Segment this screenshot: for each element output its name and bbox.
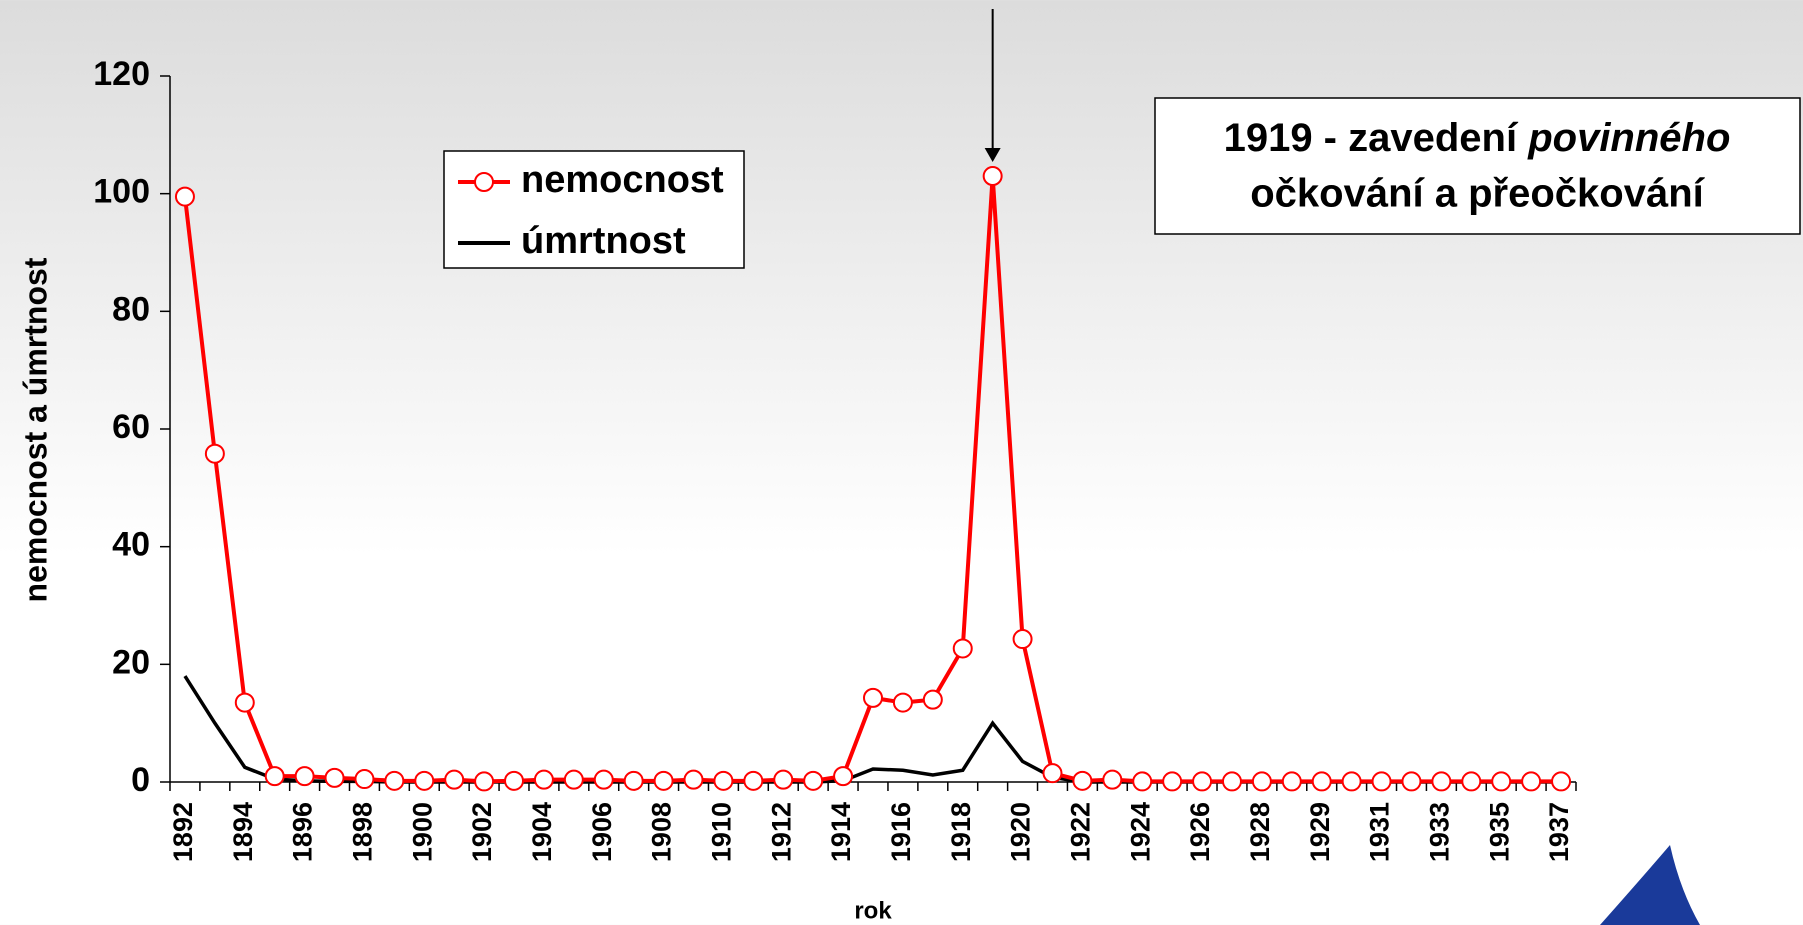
marker bbox=[354, 769, 375, 790]
marker bbox=[174, 186, 195, 207]
x-tick-label: 1931 bbox=[1365, 802, 1395, 862]
y-tick-label: 0 bbox=[131, 761, 150, 799]
marker bbox=[1341, 771, 1362, 792]
x-tick-label: 1910 bbox=[707, 802, 737, 862]
x-tick-label: 1922 bbox=[1066, 802, 1096, 862]
marker bbox=[444, 769, 465, 790]
x-tick-label: 1904 bbox=[527, 802, 557, 862]
marker bbox=[863, 687, 883, 708]
x-tick-label: 1912 bbox=[766, 802, 796, 862]
marker bbox=[324, 767, 345, 788]
marker bbox=[743, 770, 764, 791]
marker bbox=[474, 771, 495, 792]
y-tick-label: 120 bbox=[93, 55, 150, 93]
marker bbox=[414, 770, 435, 791]
arrow-head bbox=[984, 148, 1001, 163]
marker bbox=[593, 769, 614, 790]
x-tick-label: 1918 bbox=[946, 802, 976, 862]
marker bbox=[833, 766, 854, 787]
x-tick-label: 1924 bbox=[1125, 802, 1155, 862]
marker bbox=[533, 769, 554, 790]
x-tick-label: 1937 bbox=[1544, 802, 1574, 862]
x-tick-label: 1908 bbox=[647, 802, 677, 862]
x-tick-label: 1906 bbox=[587, 802, 617, 862]
annotation-italic: povinného bbox=[1527, 116, 1730, 160]
annotation-box bbox=[1154, 97, 1801, 235]
marker bbox=[384, 770, 405, 791]
x-tick-label: 1928 bbox=[1245, 802, 1275, 862]
x-tick-label: 1896 bbox=[288, 802, 318, 862]
x-tick-label: 1920 bbox=[1006, 802, 1036, 862]
marker bbox=[1221, 771, 1242, 792]
marker bbox=[1012, 629, 1033, 650]
marker bbox=[1461, 771, 1482, 792]
marker bbox=[653, 770, 674, 791]
marker bbox=[234, 692, 255, 713]
marker bbox=[1102, 769, 1123, 790]
x-tick-label: 1898 bbox=[348, 802, 378, 862]
marker bbox=[1371, 771, 1392, 792]
legend-marker bbox=[474, 172, 494, 192]
x-tick-label: 1935 bbox=[1484, 802, 1514, 862]
annotation-text: 1919 - zavedení bbox=[1224, 116, 1519, 160]
x-tick-label: 1926 bbox=[1185, 802, 1215, 862]
marker bbox=[1401, 771, 1422, 792]
legend-box bbox=[443, 150, 745, 269]
marker bbox=[892, 692, 913, 713]
marker bbox=[1311, 771, 1332, 792]
y-tick-label: 20 bbox=[112, 643, 150, 681]
y-tick-label: 60 bbox=[112, 408, 150, 446]
marker bbox=[264, 766, 285, 787]
x-axis-label: rok bbox=[854, 897, 892, 924]
marker bbox=[1431, 771, 1452, 792]
annotation: 1919 - zavedení povinného bbox=[1224, 116, 1731, 160]
marker bbox=[1072, 770, 1093, 791]
marker bbox=[623, 770, 644, 791]
x-tick-label: 1892 bbox=[168, 802, 198, 862]
x-tick-label: 1894 bbox=[228, 802, 258, 862]
marker bbox=[1521, 771, 1542, 792]
marker bbox=[952, 638, 973, 659]
marker bbox=[204, 443, 225, 464]
marker bbox=[563, 769, 584, 790]
marker bbox=[922, 689, 943, 710]
marker bbox=[1162, 771, 1183, 792]
marker bbox=[773, 769, 794, 790]
x-tick-label: 1916 bbox=[886, 802, 916, 862]
logo bbox=[1600, 845, 1700, 925]
logo-shape bbox=[1600, 845, 1700, 925]
marker bbox=[504, 770, 525, 791]
marker bbox=[683, 769, 704, 790]
x-tick-label: 1933 bbox=[1425, 802, 1455, 862]
marker bbox=[982, 166, 1003, 187]
marker bbox=[1551, 771, 1572, 792]
x-tick-label: 1902 bbox=[467, 802, 497, 862]
marker bbox=[1132, 771, 1153, 792]
legend-label: úmrtnost bbox=[521, 220, 686, 262]
y-tick-label: 40 bbox=[112, 526, 150, 564]
y-axis-label: nemocnost a úmrtnost bbox=[17, 257, 53, 602]
marker bbox=[294, 766, 315, 787]
marker bbox=[1251, 771, 1272, 792]
marker bbox=[1281, 771, 1302, 792]
x-tick-label: 1914 bbox=[826, 802, 856, 862]
y-tick-label: 80 bbox=[112, 290, 150, 328]
legend-label: nemocnost bbox=[521, 159, 724, 201]
marker bbox=[1192, 771, 1213, 792]
annotation-text: očkování a přeočkování bbox=[1250, 172, 1705, 216]
x-tick-label: 1900 bbox=[407, 802, 437, 862]
marker bbox=[1042, 763, 1063, 784]
y-tick-label: 100 bbox=[93, 173, 150, 211]
x-tick-label: 1929 bbox=[1305, 802, 1335, 862]
marker bbox=[1491, 771, 1512, 792]
marker bbox=[803, 770, 824, 791]
marker bbox=[713, 770, 734, 791]
